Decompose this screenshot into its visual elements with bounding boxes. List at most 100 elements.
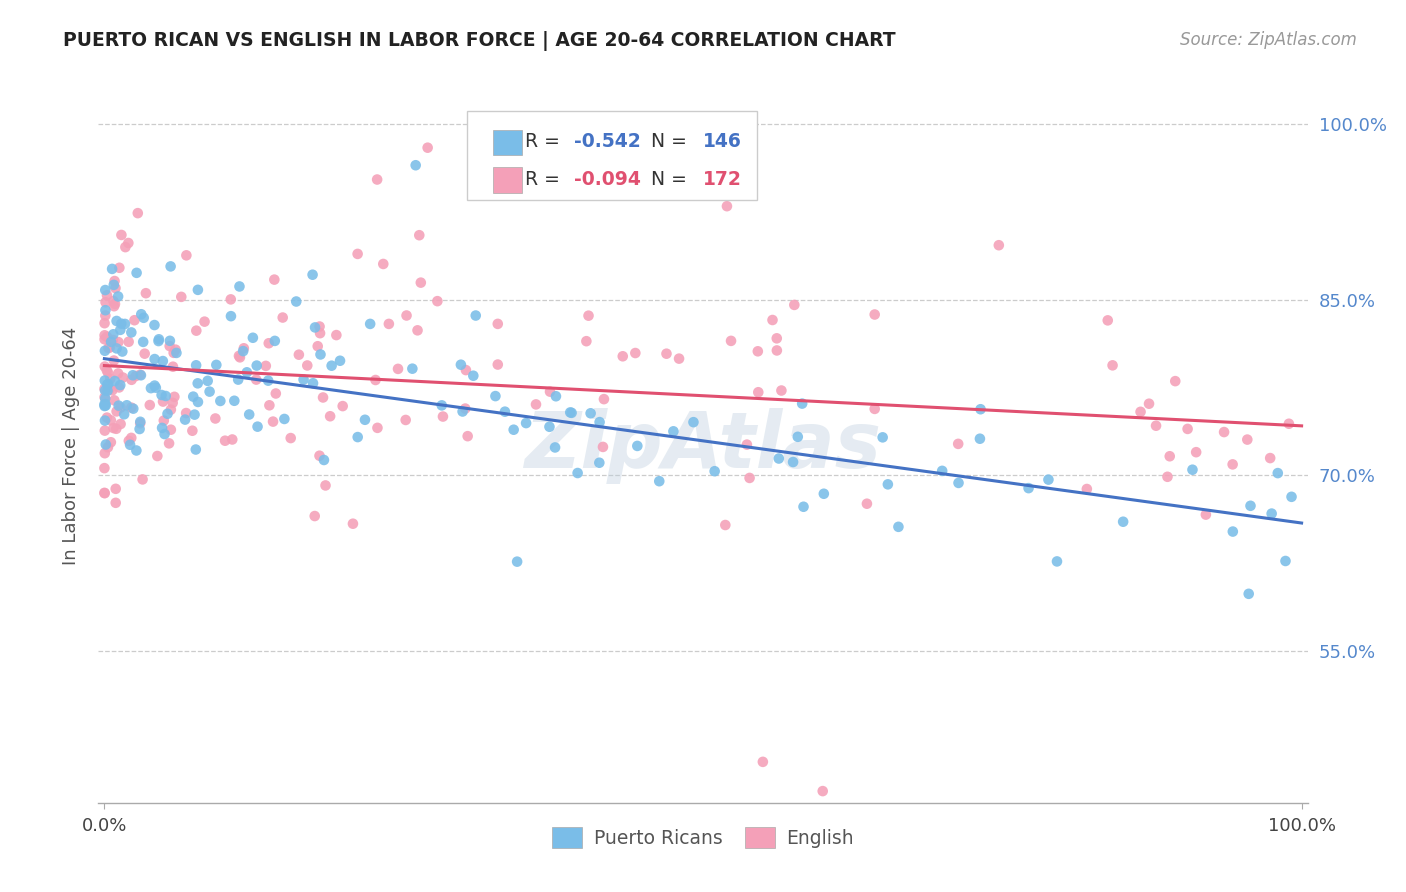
Point [124,313,146,327]
Point [626,439,648,453]
Point [430,398,453,412]
Point [770,384,793,398]
Point [1222,458,1244,472]
Point [103,293,125,308]
Point [101,261,124,276]
Point [93,486,115,500]
Point [887,520,910,534]
Point [93,382,115,396]
Point [876,477,898,491]
Point [100,334,122,349]
Point [792,500,814,514]
Point [1018,481,1040,495]
Point [93,390,115,404]
Point [312,453,335,467]
Point [104,496,127,510]
Point [205,358,228,372]
Point [198,384,221,399]
Point [931,464,953,478]
Point [152,394,174,409]
Point [146,449,169,463]
Point [143,318,166,332]
Point [588,456,610,470]
Point [662,425,685,439]
Point [129,307,152,321]
Point [359,317,381,331]
Point [738,471,761,485]
Point [450,358,472,372]
Point [184,359,207,373]
Point [183,408,205,422]
Point [134,346,156,360]
Point [1181,463,1204,477]
Point [792,396,814,410]
Point [160,423,183,437]
Point [454,363,477,377]
Point [155,389,177,403]
Point [160,402,183,417]
Point [125,266,148,280]
Point [129,417,152,431]
Point [94,413,117,427]
Point [181,390,204,404]
Point [162,396,184,410]
Point [162,359,184,374]
Point [309,347,332,361]
Point [863,308,886,322]
Point [114,317,136,331]
Text: -0.094: -0.094 [574,169,641,189]
Point [561,406,583,420]
Point [264,386,287,401]
Point [406,323,429,337]
Point [94,283,117,297]
Point [98,383,121,397]
Point [575,334,598,348]
Point [226,373,249,387]
Point [346,247,368,261]
Y-axis label: In Labor Force | Age 20-64: In Labor Force | Age 20-64 [62,326,80,566]
Point [148,334,170,348]
Point [107,289,129,303]
Point [135,286,157,301]
Point [100,413,122,427]
Point [703,464,725,478]
Point [856,497,879,511]
Point [108,380,131,394]
Point [129,368,152,382]
Point [1239,499,1261,513]
Point [273,412,295,426]
Point [236,365,259,379]
Point [100,435,122,450]
Point [813,487,835,501]
Point [103,393,125,408]
Point [94,424,117,438]
Point [105,342,128,356]
Point [948,475,970,490]
Point [242,331,264,345]
Point [165,346,187,360]
Point [103,421,125,435]
Point [1195,508,1218,522]
Text: N =: N = [638,169,693,189]
Point [1236,433,1258,447]
Point [863,401,886,416]
Point [366,172,388,186]
Point [486,358,509,372]
Point [187,283,209,297]
Point [132,310,155,325]
Point [150,421,173,435]
Point [307,339,329,353]
Point [747,344,769,359]
Point [105,422,128,436]
Point [94,295,117,310]
Point [148,332,170,346]
Point [1237,587,1260,601]
Point [1112,515,1135,529]
Point [315,478,337,492]
Point [186,324,208,338]
Point [111,344,134,359]
Point [538,419,561,434]
Point [592,440,614,454]
Point [544,441,567,455]
Point [405,158,427,172]
